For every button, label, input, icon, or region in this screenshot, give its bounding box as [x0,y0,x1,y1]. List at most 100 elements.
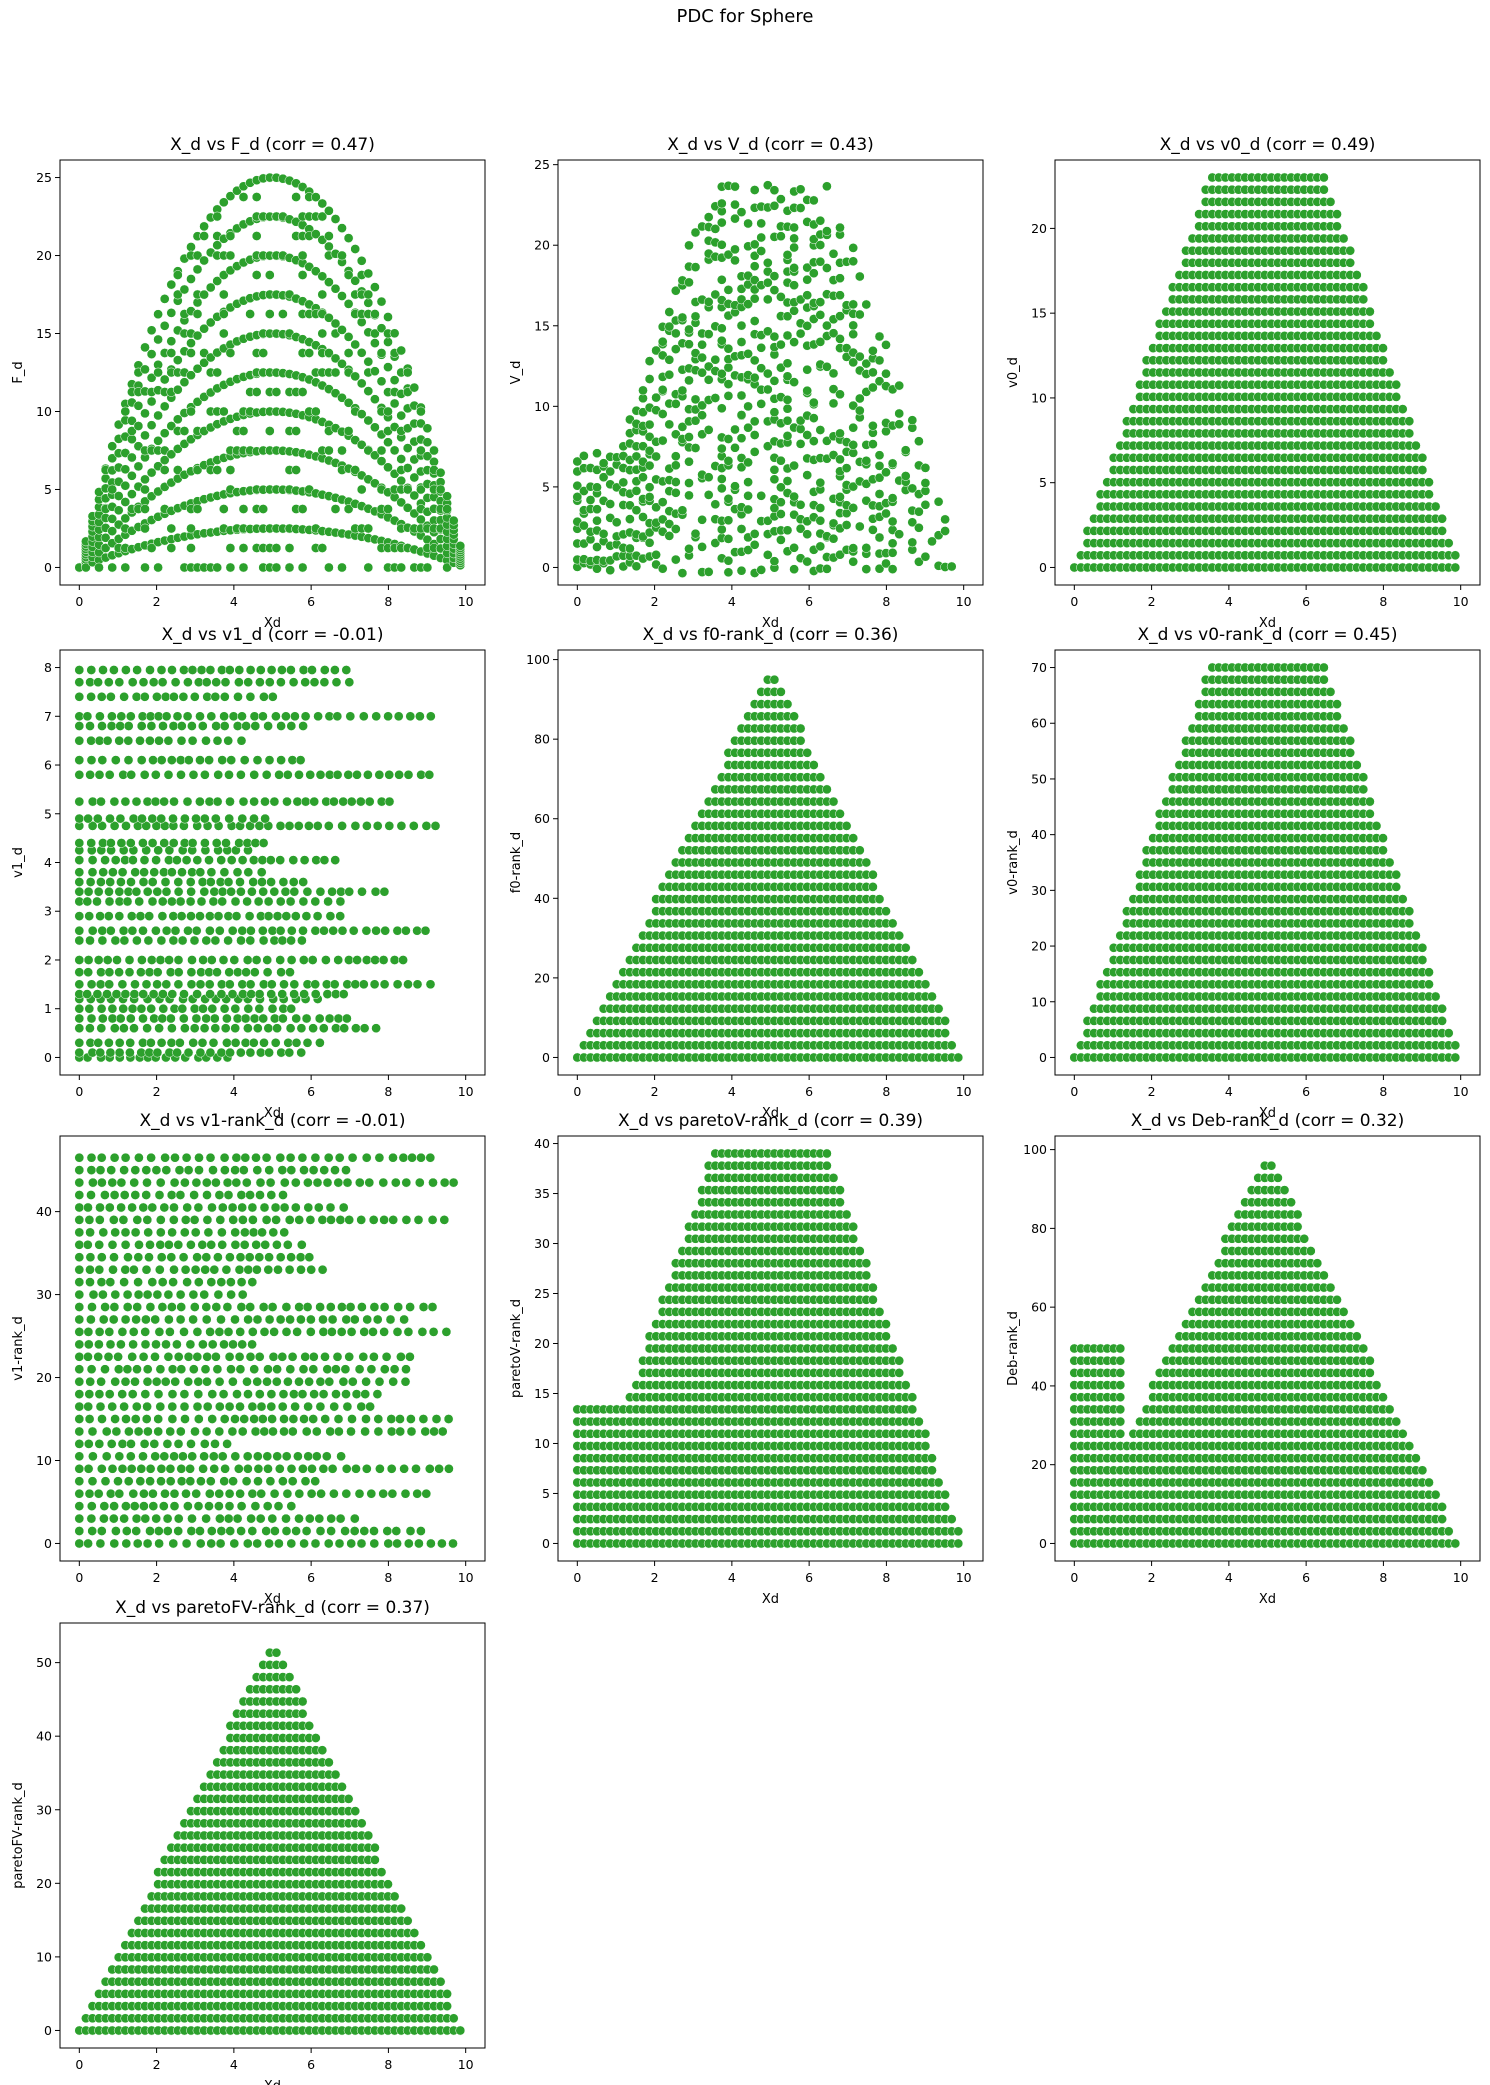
scatter-point [97,721,107,731]
scatter-point [277,665,287,675]
scatter-point [286,665,296,675]
scatter-point [172,855,182,865]
scatter-point [166,348,177,358]
scatter-point [887,516,898,527]
scatter-point [213,911,224,921]
scatter-point [110,935,121,946]
scatter-point [284,1047,295,1058]
scatter-point [376,348,387,358]
scatter-point [331,1023,341,1034]
scatter-point [795,723,806,734]
axes-frame [1054,159,1481,586]
scatter-point [782,476,793,486]
y-axis-label: F_d [11,361,26,383]
x-tick-label: 2 [651,1084,659,1099]
scatter-point [677,505,688,516]
scatter-point [109,796,120,807]
scatter-point [137,955,147,965]
subplot-title: X_d vs v1_d (corr = -0.01) [162,625,384,645]
scatter-point [625,514,635,524]
scatter-point [396,475,407,486]
scatter-point [351,1023,361,1034]
scatter-point [352,955,362,965]
scatter-point [363,415,374,426]
scatter-point [108,867,118,878]
scatter-point [881,906,891,917]
scatter-point [442,562,452,573]
scatter-point [756,363,767,374]
scatter-point [223,735,234,746]
scatter-point [117,867,128,878]
scatter-point [657,563,668,574]
scatter-point [176,735,187,746]
scatter-point [115,1013,126,1024]
scatter-point [835,454,845,465]
scatter-point [828,328,839,339]
scatter-point [94,769,105,780]
scatter-point [179,426,190,436]
scatter-point [402,443,413,453]
scatter-point [291,192,301,202]
scatter-point [180,813,190,824]
x-tick-label: 4 [230,1084,238,1099]
scatter-point [424,769,435,780]
scatter-point [264,1047,274,1058]
scatter-point [835,290,845,301]
scatter-point [138,925,148,936]
scatter-point [442,491,452,502]
scatter-point [97,1013,108,1024]
scatter-point [670,285,681,296]
scatter-point [749,316,760,326]
scatter-point [420,925,431,936]
scatter-point [204,855,214,865]
scatter-point [105,813,115,824]
scatter-point [346,796,357,807]
scatter-point [324,348,334,358]
scatter-point [572,492,583,502]
scatter-point [189,1003,200,1014]
scatter-point [762,384,773,395]
scatter-points [572,180,957,578]
scatter-point [226,886,236,897]
scatter-point [723,534,734,544]
scatter-point [131,691,142,702]
scatter-point [248,855,259,865]
scatter-point [337,445,347,456]
scatter-point [920,979,931,990]
scatter-point [356,378,367,389]
scatter-point [782,371,793,382]
scatter-point [74,769,85,780]
scatter-point [670,487,681,498]
scatter-point [278,877,289,887]
scatter-point [703,329,714,339]
scatter-point [208,896,219,907]
scatter-point [106,838,116,848]
scatter-point [276,755,286,765]
scatter-point [291,1037,302,1048]
scatter-point [74,955,85,965]
scatter-point [657,497,668,507]
scatter-point [147,877,158,887]
scatter-point [276,721,286,731]
scatter-point [317,328,328,339]
scatter-point [218,504,229,514]
scatter-point [153,845,164,856]
scatter-point [84,911,95,921]
scatter-point [730,255,740,266]
scatter-point [269,796,280,807]
scatter-point [262,967,273,978]
scatter-point [148,755,158,765]
scatter-point [296,1047,307,1058]
scatter-point [1358,282,1369,293]
x-tick-label: 6 [1302,594,1310,609]
scatter-point [376,376,387,387]
scatter-point [887,547,898,558]
scatter-point [158,989,168,999]
scatter-point [287,755,298,765]
scatter-point [136,967,146,978]
scatter-point [348,925,359,936]
scatter-point [157,1013,168,1024]
scatter-point [114,967,124,978]
x-tick-label: 10 [458,1084,474,1099]
